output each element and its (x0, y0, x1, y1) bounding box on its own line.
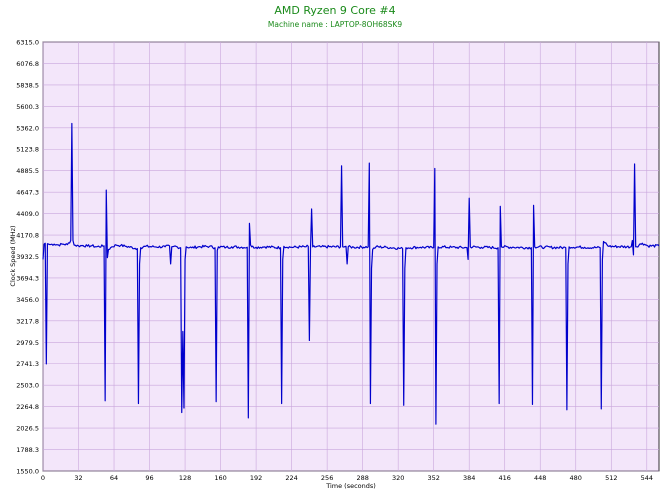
x-tick-label: 352 (427, 474, 439, 482)
chart-title: AMD Ryzen 9 Core #4 (274, 4, 395, 17)
y-tick-label: 5600.3 (16, 103, 39, 111)
x-tick-label: 192 (250, 474, 262, 482)
y-tick-label: 4170.8 (16, 232, 39, 240)
x-tick-label: 448 (534, 474, 546, 482)
grid-lines (42, 41, 659, 472)
y-tick-label: 6076.8 (16, 60, 39, 68)
x-tick-label: 416 (499, 474, 511, 482)
y-tick-label: 5362.0 (16, 124, 39, 132)
chart-subtitle: Machine name : LAPTOP-8OH68SK9 (268, 20, 402, 29)
x-tick-label: 512 (605, 474, 617, 482)
y-tick-label: 5123.8 (16, 146, 39, 154)
clock-speed-line (42, 122, 660, 425)
x-tick-label: 384 (463, 474, 475, 482)
x-tick-label: 224 (285, 474, 297, 482)
x-axis-ticks: 0 32 64 96 128 160 192 224 256 288 320 352 384 416 448… (41, 474, 653, 482)
y-tick-label: 2264.8 (16, 403, 39, 411)
y-tick-label: 3932.5 (16, 253, 39, 261)
x-tick-label: 0 (41, 474, 45, 482)
x-axis-label: Time (seconds) (325, 482, 376, 490)
y-tick-label: 1550.0 (16, 468, 39, 476)
y-tick-label: 2979.5 (16, 339, 39, 347)
y-tick-label: 1788.3 (16, 446, 39, 454)
y-tick-label: 4885.5 (16, 167, 39, 175)
y-tick-label: 2503.0 (16, 382, 39, 390)
x-tick-label: 160 (214, 474, 226, 482)
x-tick-label: 32 (74, 474, 82, 482)
y-tick-label: 6315.0 (16, 39, 39, 47)
y-tick-label: 3217.8 (16, 317, 39, 325)
x-tick-label: 64 (110, 474, 118, 482)
x-tick-label: 320 (392, 474, 404, 482)
y-tick-label: 2026.5 (16, 425, 39, 433)
y-axis-label: Clock Speed (MHz) (9, 225, 17, 286)
y-tick-label: 3456.0 (16, 296, 39, 304)
y-tick-label: 2741.3 (16, 360, 39, 368)
y-tick-label: 5838.5 (16, 81, 39, 89)
x-tick-label: 128 (179, 474, 191, 482)
x-tick-label: 256 (321, 474, 333, 482)
x-tick-label: 288 (356, 474, 368, 482)
y-tick-label: 4409.0 (16, 210, 39, 218)
y-tick-label: 3694.3 (16, 274, 39, 282)
x-tick-label: 96 (145, 474, 153, 482)
y-axis-ticks: 1550.0 1788.3 2026.5 2264.8 2503.0 2741.3 2979… (16, 39, 39, 476)
x-tick-label: 544 (641, 474, 653, 482)
x-tick-label: 480 (570, 474, 582, 482)
y-tick-label: 4647.3 (16, 189, 39, 197)
